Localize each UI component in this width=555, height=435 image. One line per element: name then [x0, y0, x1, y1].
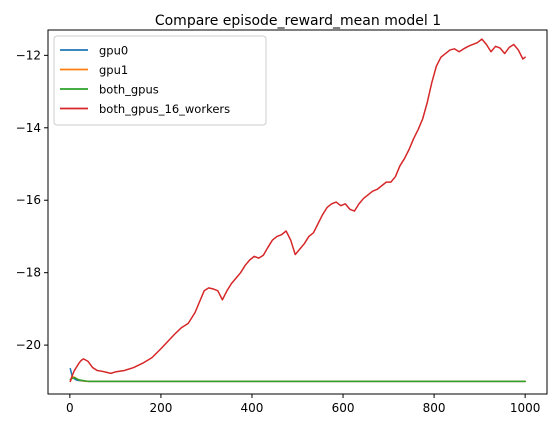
y-tick-label: −18 [16, 266, 41, 280]
x-tick-label: 0 [66, 401, 74, 415]
x-tick-label: 400 [241, 401, 264, 415]
legend-box [53, 35, 267, 126]
series-line-gpu0 [69, 367, 526, 383]
y-tick-label: −14 [16, 121, 41, 135]
y-tick-label: −12 [16, 48, 41, 62]
series-line-both-gpus-16-workers [69, 38, 526, 383]
x-tick-label: 1000 [510, 401, 541, 415]
legend-label-gpu1: gpu1 [99, 63, 128, 77]
x-tick-label: 800 [423, 401, 446, 415]
x-axis: 0 200 400 600 800 1000 [66, 394, 540, 415]
series-layer [69, 38, 526, 383]
y-axis: −20 −18 −16 −14 −12 [16, 48, 48, 352]
chart-title: Compare episode_reward_mean model 1 [155, 13, 441, 29]
series-line-both-gpus [69, 376, 526, 383]
plot-frame [47, 29, 548, 395]
x-tick-label: 200 [149, 401, 172, 415]
legend-label-both-gpus: both_gpus [99, 83, 159, 97]
y-tick-label: −16 [16, 193, 41, 207]
legend-label-both-gpus-16-workers: both_gpus_16_workers [99, 102, 230, 116]
legend-label-gpu0: gpu0 [99, 44, 128, 58]
legend: gpu0 gpu1 both_gpus both_gpus_16_workers [53, 35, 267, 126]
x-tick-label: 600 [332, 401, 355, 415]
y-tick-label: −20 [16, 338, 41, 352]
